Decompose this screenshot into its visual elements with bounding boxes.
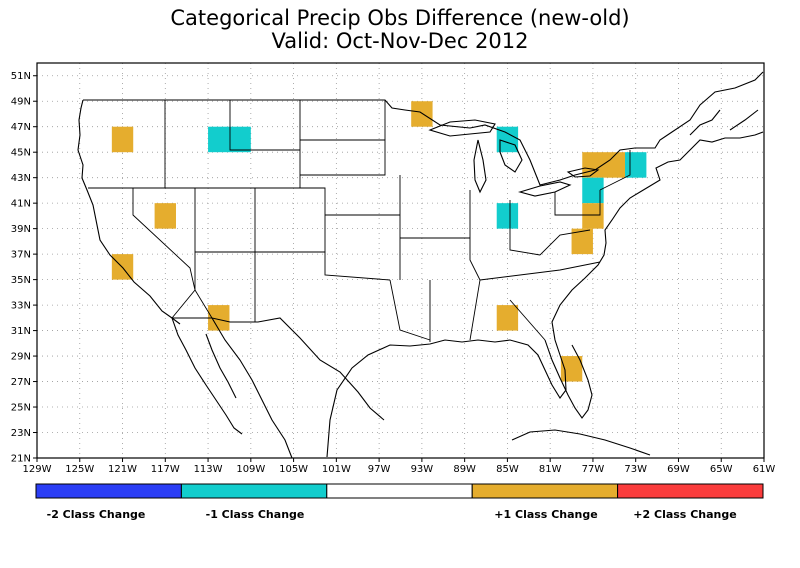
lon-label: 73W: [624, 464, 647, 475]
baja-coastline: [171, 317, 243, 435]
legend-label: +1 Class Change: [494, 508, 598, 521]
difference-cell: [496, 203, 519, 229]
lon-label: 125W: [65, 464, 94, 475]
lon-label: 93W: [411, 464, 434, 475]
lon-label: 105W: [279, 464, 308, 475]
lon-label: 129W: [23, 464, 52, 475]
difference-cell: [411, 101, 433, 127]
lon-label: 77W: [582, 464, 605, 475]
legend-swatch: [180, 483, 328, 499]
lon-label: 101W: [322, 464, 351, 475]
difference-cell: [154, 203, 176, 229]
chart-subtitle: Valid: Oct-Nov-Dec 2012: [271, 29, 529, 53]
lat-label: 41N: [11, 199, 31, 210]
lat-label: 51N: [11, 71, 31, 82]
lake-huron: [499, 139, 523, 173]
lon-label: 89W: [453, 464, 476, 475]
cuba-coastline: [511, 429, 651, 456]
canada-border: [83, 71, 764, 186]
florida-coastline: [544, 339, 593, 419]
lat-label: 43N: [11, 173, 31, 184]
legend-label: -1 Class Change: [205, 508, 305, 521]
chart-title: Categorical Precip Obs Difference (new-o…: [170, 6, 630, 30]
graticule: [36, 63, 765, 459]
difference-cell: [560, 356, 583, 382]
lake-superior: [428, 119, 496, 137]
lon-label: 117W: [151, 464, 180, 475]
difference-cell: [496, 305, 519, 331]
atlantic-coastline: [551, 131, 764, 341]
lat-label: 25N: [11, 403, 31, 414]
gulf-coastline: [326, 339, 567, 458]
plot-border: [36, 62, 765, 459]
map-outline: [77, 71, 764, 459]
lake-erie: [517, 181, 572, 197]
lake-michigan: [473, 139, 487, 194]
difference-cells: [111, 101, 647, 382]
difference-cell: [571, 228, 593, 255]
lon-label: 65W: [710, 464, 733, 475]
difference-cell: [496, 126, 519, 153]
legend-swatch: [617, 483, 764, 499]
map-frame: [36, 62, 765, 459]
maritimes-coastline: [689, 109, 759, 136]
lon-label: 61W: [753, 464, 776, 475]
lat-label: 23N: [11, 428, 31, 439]
legend-label: -2 Class Change: [46, 508, 146, 521]
difference-cell: [625, 152, 647, 178]
lat-label: 31N: [11, 326, 31, 337]
difference-cell: [208, 126, 251, 153]
legend-colorbar: [35, 483, 764, 499]
difference-cell: [582, 152, 626, 178]
difference-cell: [582, 203, 604, 229]
lat-label: 35N: [11, 275, 31, 286]
lat-label: 27N: [11, 377, 31, 388]
lon-label: 109W: [236, 464, 265, 475]
lat-label: 21N: [11, 454, 31, 465]
lat-label: 39N: [11, 224, 31, 235]
lon-label: 81W: [539, 464, 562, 475]
legend-label: +2 Class Change: [633, 508, 737, 521]
latitude-labels: 21N 23N 25N 27N 29N 31N 33N 35N 37N 39N 41N 43N 45N 4…: [11, 71, 37, 465]
longitude-labels: 129W 125W 121W 117W 113W 109W 105W 101W 97W 93W 89…: [23, 458, 776, 475]
lon-label: 113W: [194, 464, 223, 475]
legend-swatch: [471, 483, 619, 499]
lat-label: 29N: [11, 352, 31, 363]
lon-label: 85W: [496, 464, 519, 475]
difference-cell: [111, 126, 134, 153]
lon-label: 97W: [368, 464, 391, 475]
mexico-west-coastline: [211, 317, 293, 459]
lat-label: 45N: [11, 148, 31, 159]
lon-label: 121W: [108, 464, 137, 475]
lon-label: 69W: [667, 464, 690, 475]
difference-cell: [582, 177, 604, 204]
lat-label: 47N: [11, 122, 31, 133]
lat-label: 49N: [11, 97, 31, 108]
lat-label: 33N: [11, 301, 31, 312]
pacific-coastline: [77, 99, 181, 325]
lake-ontario: [566, 167, 600, 178]
mexico-border: [172, 317, 385, 421]
state-boundaries: [88, 100, 631, 342]
lat-label: 37N: [11, 250, 31, 261]
difference-cell: [208, 305, 230, 331]
legend-swatch: [35, 483, 182, 499]
legend-swatch: [326, 483, 473, 499]
